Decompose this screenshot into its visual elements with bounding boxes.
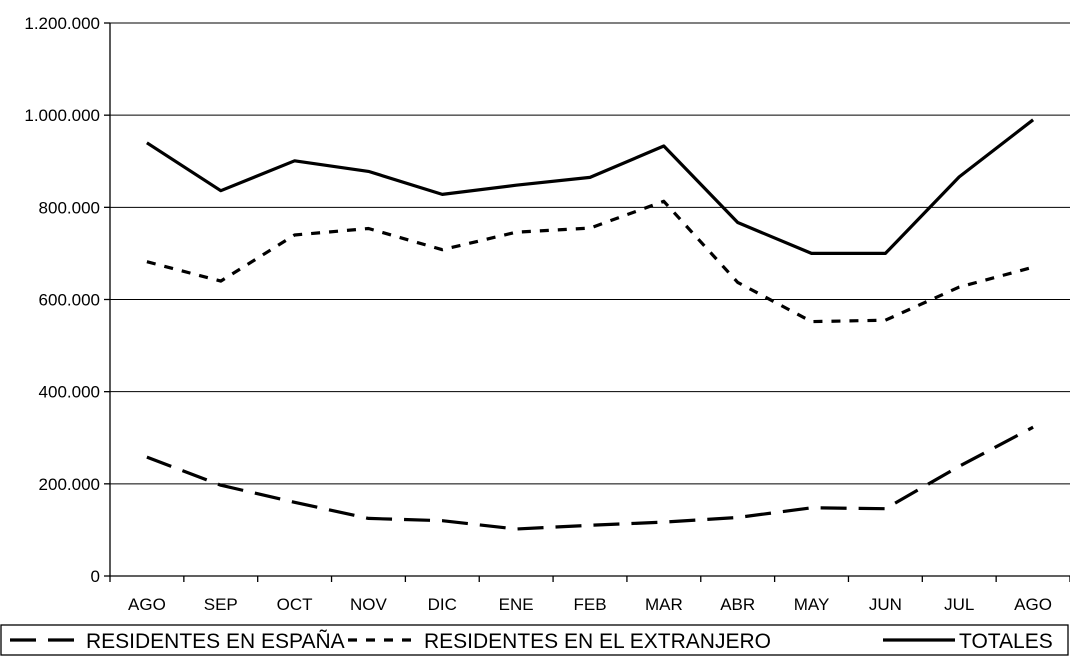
series-line [146, 118, 1035, 255]
y-tick-label: 800.000 [39, 198, 100, 217]
x-tick-label: JUN [869, 595, 902, 614]
legend-label: RESIDENTES EN ESPAÑA [86, 629, 345, 653]
x-axis-tick-labels: AGO SEP OCT NOV DIC ENE FEB MAR ABR MAY JUN JUL AGO [128, 595, 1052, 614]
x-tick-label: OCT [277, 595, 313, 614]
y-tick-label: 600.000 [39, 291, 100, 310]
legend-label: RESIDENTES EN EL EXTRANJERO [424, 630, 771, 653]
x-tick-label: DIC [428, 595, 457, 614]
y-tick-label: 0 [91, 567, 100, 586]
gridlines [110, 22, 1070, 485]
axes [104, 22, 1070, 582]
x-tick-label: MAR [645, 595, 683, 614]
x-tick-label: AGO [1014, 595, 1052, 614]
x-tick-label: MAY [794, 595, 830, 614]
legend-label: TOTALES [959, 630, 1053, 653]
x-tick-label: SEP [204, 595, 238, 614]
x-tick-label: ENE [499, 595, 534, 614]
y-tick-label: 200.000 [39, 475, 100, 494]
series-lines [146, 118, 1035, 531]
x-tick-label: AGO [128, 595, 166, 614]
x-tick-label: NOV [350, 595, 388, 614]
x-tick-label: ABR [720, 595, 755, 614]
y-tick-label: 1.000.000 [24, 106, 100, 125]
legend: RESIDENTES EN ESPAÑA RESIDENTES EN EL EXT… [0, 624, 1069, 656]
x-tick-label: FEB [573, 595, 606, 614]
series-line [146, 199, 1034, 324]
x-tick-label: JUL [944, 595, 974, 614]
y-tick-label: 1.200.000 [24, 14, 100, 33]
series-line [146, 425, 1034, 531]
y-tick-label: 400.000 [39, 383, 100, 402]
y-axis-tick-labels: 0 200.000 400.000 600.000 800.000 1.000.000 1.… [24, 14, 100, 586]
